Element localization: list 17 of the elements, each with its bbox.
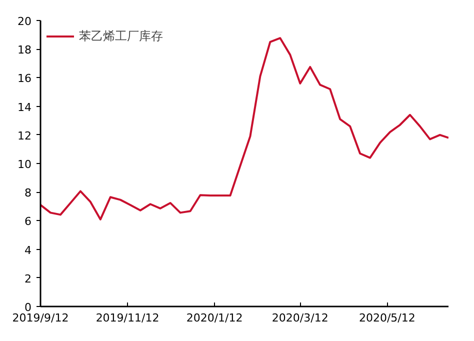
x-tick-label: 2020/1/12 (186, 312, 243, 324)
y-tick-label: 10 (18, 158, 32, 171)
y-tick-label: 6 (24, 215, 32, 228)
y-tick-label: 0 (24, 301, 32, 314)
y-tick-label: 8 (24, 186, 32, 200)
x-tick-label: 2020/3/12 (272, 312, 328, 324)
y-tick-label: 4 (24, 244, 32, 257)
legend-label: 苯乙烯工厂库存 (79, 28, 163, 44)
x-tick-label: 2019/11/12 (96, 312, 160, 324)
y-tick-label: 18 (18, 44, 32, 57)
x-tick-label: 2020/5/12 (358, 312, 416, 324)
y-tick-label: 2 (24, 272, 32, 286)
y-tick-label: 12 (18, 129, 32, 142)
y-tick-label: 16 (18, 72, 32, 86)
y-tick-label: 20 (18, 15, 32, 28)
x-tick-label: 2019/9/12 (12, 312, 69, 324)
y-tick-label: 14 (18, 100, 32, 114)
